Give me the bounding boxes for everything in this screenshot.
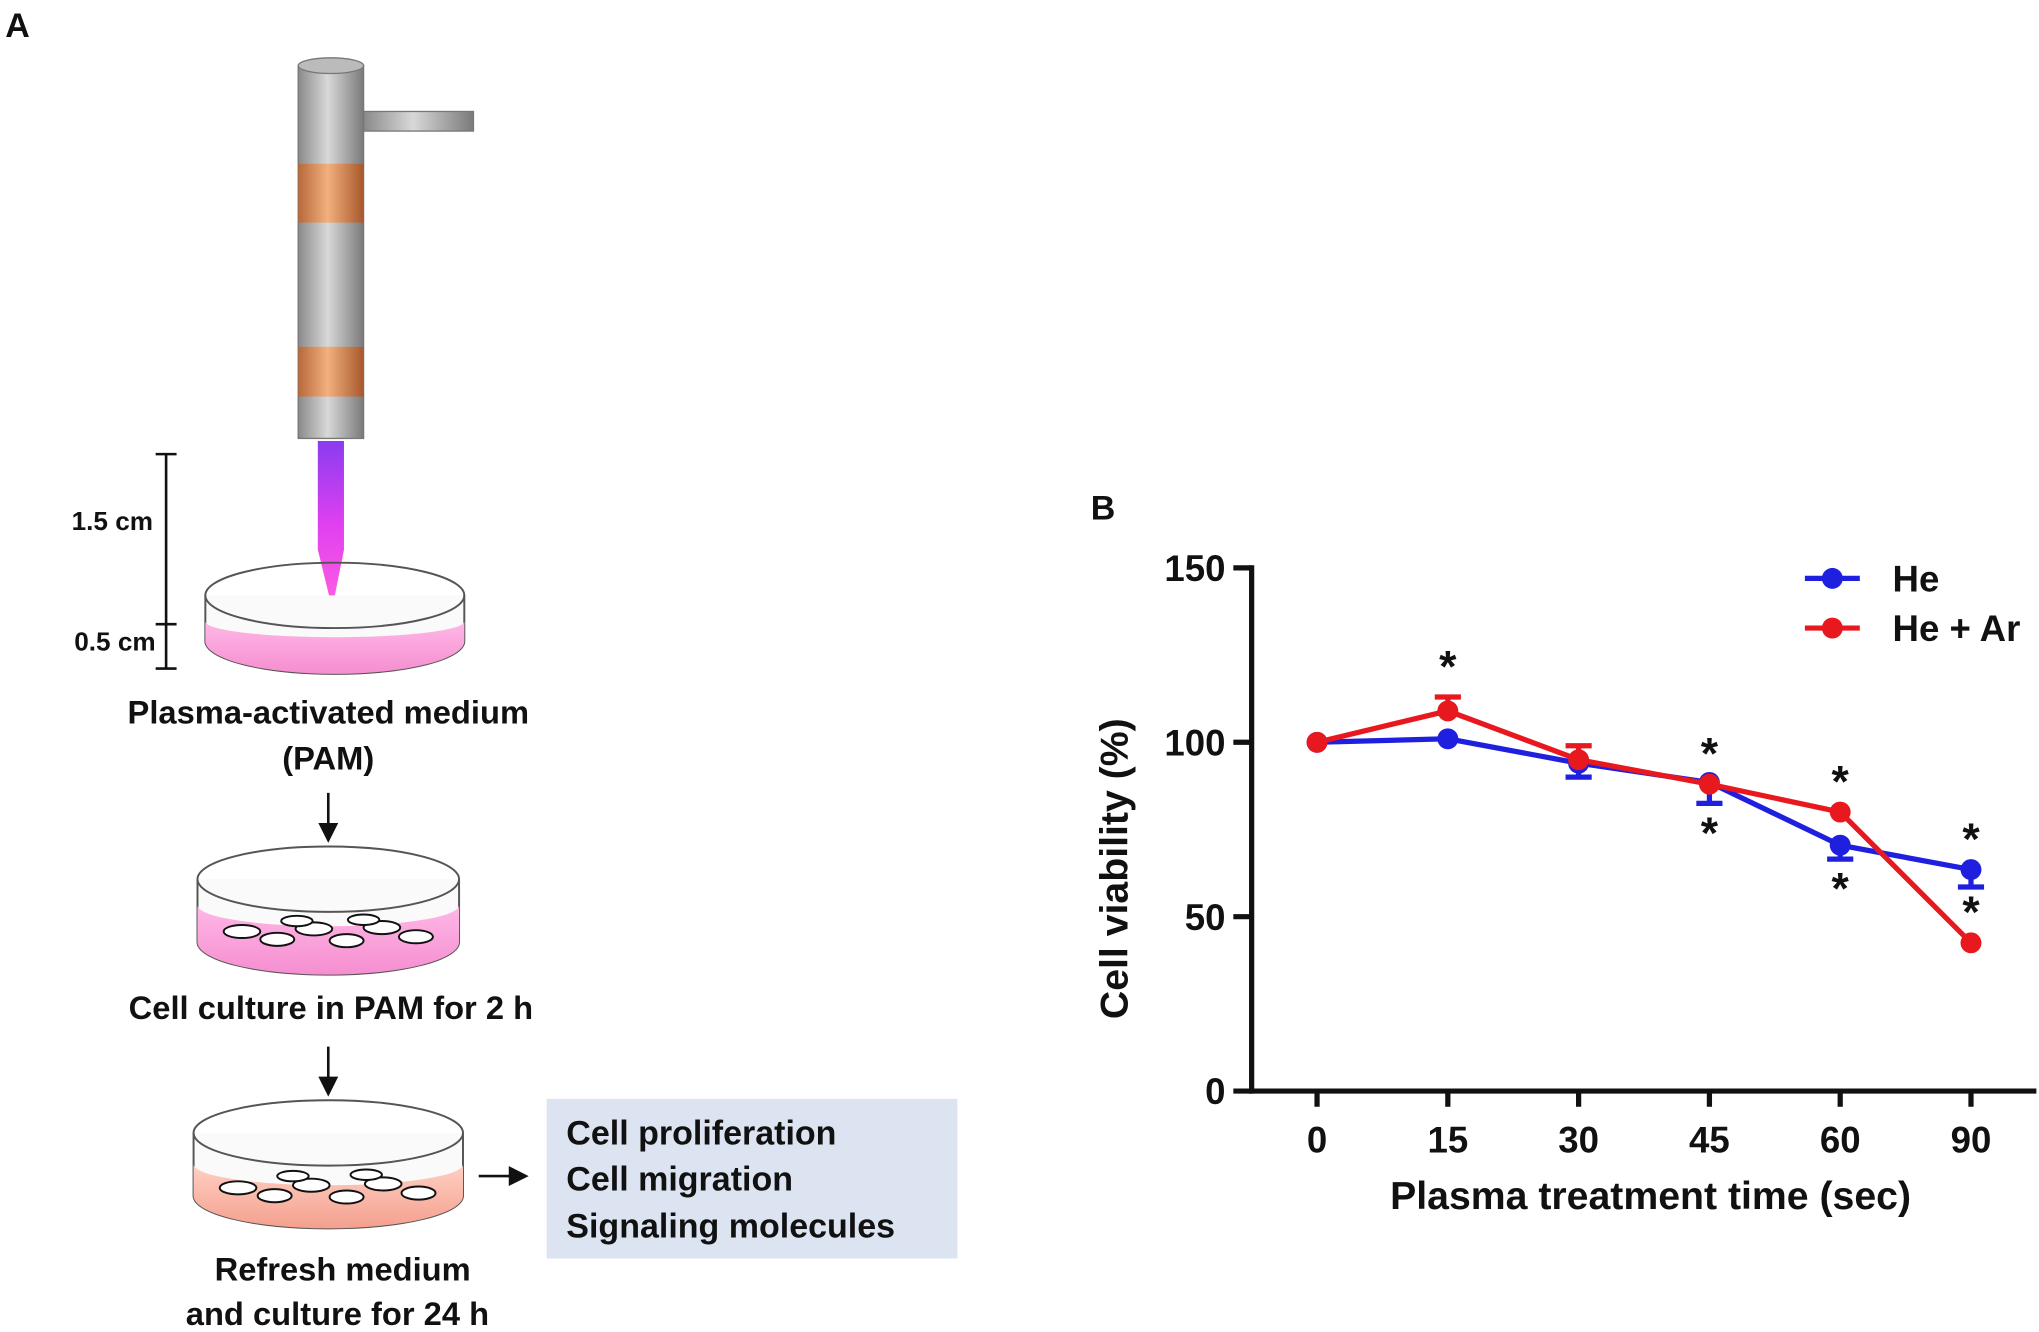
dimension-label: 1.5 cm <box>72 506 153 536</box>
data-point <box>1960 932 1982 954</box>
significance-mark: * <box>1701 809 1719 858</box>
data-point <box>1437 700 1459 722</box>
data-point <box>1698 773 1720 795</box>
step-label: Plasma-activated medium (PAM) <box>128 694 530 777</box>
output: Cell migration <box>566 1160 793 1198</box>
legend-marker <box>1821 617 1843 639</box>
significance-mark: * <box>1962 815 1980 864</box>
legend-label: He + Ar <box>1893 608 2021 649</box>
output: Cell proliferation <box>566 1115 836 1153</box>
step-line: and culture for 24 h <box>186 1295 489 1332</box>
tube-top <box>297 57 365 75</box>
electrode <box>298 163 364 223</box>
y-tick-label: 100 <box>1164 722 1225 763</box>
y-tick-label: 0 <box>1205 1071 1225 1112</box>
chart: 0 50 100 150 0 15 30 45 60 90 Plasma treatment tim… <box>1092 548 2037 1218</box>
dimension <box>155 452 177 670</box>
panel-a: A 1.5 cm 0.5 cm Plasma-activated medium (… <box>5 7 958 1332</box>
x-tick-label: 0 <box>1307 1120 1327 1161</box>
dimension-label: 0.5 cm <box>74 626 155 656</box>
step-label: Refresh medium and culture for 24 h <box>186 1251 489 1332</box>
significance-mark: * <box>1832 865 1850 914</box>
step-label: Cell culture in PAM for 2 h <box>129 989 533 1026</box>
arrow <box>318 792 339 843</box>
step-line: Refresh medium <box>215 1251 471 1288</box>
gas-inlet <box>362 110 475 132</box>
data-point <box>1829 834 1851 856</box>
series-line <box>1316 708 1973 945</box>
y-axis-label: Cell viability (%) <box>1092 718 1136 1019</box>
significance-mark: * <box>1832 757 1850 806</box>
y-tick-label: 50 <box>1185 897 1226 938</box>
step-line: Plasma-activated medium <box>128 694 530 731</box>
panel-label: B <box>1091 490 1116 528</box>
dish <box>192 1099 464 1230</box>
arrow <box>318 1046 339 1097</box>
step-line: (PAM) <box>282 739 374 776</box>
x-axis-label: Plasma treatment time (sec) <box>1390 1174 1911 1218</box>
data-point <box>1829 801 1851 823</box>
x-tick-label: 90 <box>1951 1120 1992 1161</box>
x-tick-label: 45 <box>1689 1120 1730 1161</box>
significance-mark: * <box>1962 888 1980 937</box>
x-tick-label: 60 <box>1820 1120 1861 1161</box>
significance-mark: * <box>1439 642 1457 691</box>
x-tick-label: 15 <box>1427 1120 1468 1161</box>
dish <box>196 845 461 976</box>
output-box <box>546 1098 958 1259</box>
legend-marker <box>1821 567 1843 589</box>
data-point <box>1960 859 1982 881</box>
electrode <box>298 346 364 397</box>
dish <box>204 561 466 675</box>
y-tick-label: 150 <box>1164 548 1225 589</box>
panel-label: A <box>5 7 30 45</box>
output-list: Cell proliferation Cell migration Signalin… <box>566 1115 895 1246</box>
legend-label: He <box>1893 558 1940 599</box>
arrow <box>478 1166 529 1187</box>
significance-mark: * <box>1701 729 1719 778</box>
x-tick-label: 30 <box>1558 1120 1599 1161</box>
data-point <box>1437 728 1459 750</box>
plasma-jet <box>317 441 344 609</box>
output: Signaling molecules <box>566 1208 895 1246</box>
series-line <box>1316 736 1972 873</box>
data-point <box>1306 731 1328 753</box>
data-point <box>1568 749 1590 771</box>
